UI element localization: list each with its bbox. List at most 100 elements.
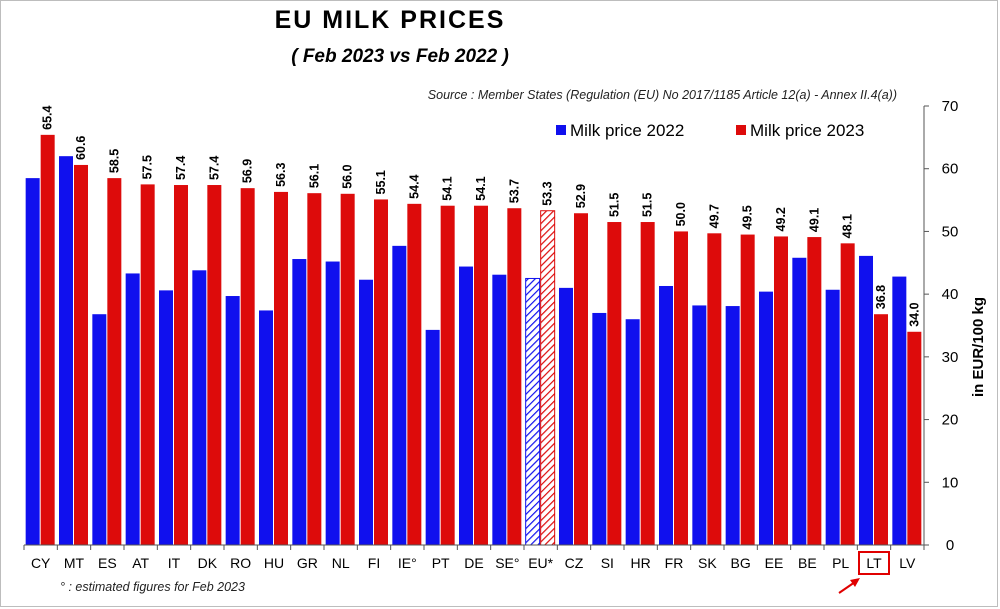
category-label-PL: PL bbox=[832, 555, 849, 571]
data-label-2023-FR: 50.0 bbox=[674, 202, 688, 226]
bar-2023-DE bbox=[474, 205, 488, 546]
y-tick-label: 0 bbox=[946, 537, 954, 554]
bar-2023-CY bbox=[40, 134, 55, 545]
data-label-2023-DK: 57.4 bbox=[207, 156, 221, 180]
category-label-FI: FI bbox=[368, 555, 380, 571]
data-label-2023-IT: 57.4 bbox=[174, 156, 188, 180]
bar-2022-BE bbox=[792, 257, 807, 545]
y-tick-label: 70 bbox=[942, 98, 959, 115]
highlight-marker bbox=[838, 551, 890, 594]
bar-2023-LV bbox=[907, 331, 922, 545]
bar-2022-RO bbox=[225, 296, 240, 545]
y-tick-label: 10 bbox=[942, 474, 959, 491]
bar-2022-HU bbox=[259, 310, 273, 545]
bar-2022-IT bbox=[159, 290, 173, 545]
category-label-HU: HU bbox=[264, 555, 284, 571]
data-label-2023-RO: 56.9 bbox=[241, 159, 255, 183]
bar-2023-MT bbox=[74, 164, 88, 546]
bar-2023-PT bbox=[440, 205, 455, 546]
y-tick-label: 50 bbox=[942, 223, 959, 240]
legend-swatch-2022 bbox=[556, 125, 566, 135]
bar-2022-HR bbox=[625, 319, 640, 545]
bar-2023-CZ bbox=[574, 213, 588, 545]
bar-2023-BG bbox=[740, 234, 755, 546]
bar-2022-LT bbox=[859, 255, 873, 545]
data-label-2023-NL: 56.0 bbox=[341, 164, 355, 188]
axes-layer: 0 10 20 30 40 50 60 70 bbox=[23, 98, 959, 554]
y-tick-label: 60 bbox=[942, 161, 959, 178]
y-axis-title: in EUR/100 kg bbox=[970, 297, 987, 397]
category-label-FR: FR bbox=[665, 555, 684, 571]
bar-2022-DE bbox=[459, 266, 473, 545]
bar-2022-SK bbox=[692, 305, 707, 545]
category-label-CY: CY bbox=[31, 555, 51, 571]
data-label-2023-EU*: 53.3 bbox=[541, 181, 555, 205]
bar-2022-BG bbox=[725, 306, 740, 545]
category-label-IT: IT bbox=[168, 555, 181, 571]
data-label-2023-PL: 48.1 bbox=[841, 214, 855, 238]
bar-2022-CZ bbox=[559, 287, 573, 545]
bar-2022-DK bbox=[192, 270, 207, 545]
data-label-2023-SK: 49.7 bbox=[707, 204, 721, 228]
bar-2023-EE bbox=[774, 236, 788, 545]
category-label-BG: BG bbox=[731, 555, 751, 571]
bar-2022-EU* bbox=[525, 277, 541, 546]
bar-2023-IT bbox=[174, 185, 188, 545]
bar-2022-CY bbox=[25, 178, 40, 545]
category-label-PT: PT bbox=[432, 555, 450, 571]
bar-2023-EU* bbox=[540, 210, 556, 546]
category-label-RO: RO bbox=[230, 555, 251, 571]
category-label-IE°: IE° bbox=[398, 555, 417, 571]
data-label-2023-FI: 55.1 bbox=[374, 170, 388, 194]
category-label-SK: SK bbox=[698, 555, 717, 571]
data-label-2023-SE°: 53.7 bbox=[507, 179, 521, 203]
category-label-NL: NL bbox=[332, 555, 350, 571]
category-label-GR: GR bbox=[297, 555, 318, 571]
bar-2022-LV bbox=[892, 276, 907, 545]
footnote: ° : estimated figures for Feb 2023 bbox=[60, 580, 245, 594]
bar-2023-SE° bbox=[507, 208, 522, 545]
bar-2023-BE bbox=[807, 237, 822, 545]
bar-2022-NL bbox=[325, 261, 340, 545]
bar-2022-SE° bbox=[492, 274, 507, 545]
bar-2023-LT bbox=[874, 314, 888, 545]
bar-2023-SK bbox=[707, 233, 722, 545]
legend-label-2023: Milk price 2023 bbox=[750, 121, 864, 140]
y-tick-label: 20 bbox=[942, 412, 959, 429]
data-label-2023-IE°: 54.4 bbox=[407, 174, 421, 198]
category-label-AT: AT bbox=[132, 555, 149, 571]
bar-2022-FI bbox=[359, 279, 373, 545]
chart-title: EU MILK PRICES bbox=[274, 6, 506, 34]
category-label-LT: LT bbox=[866, 555, 882, 571]
bar-2023-ES bbox=[107, 178, 122, 545]
data-label-2023-GR: 56.1 bbox=[307, 164, 321, 188]
y-tick-label: 30 bbox=[942, 349, 959, 366]
data-label-2023-LT: 36.8 bbox=[874, 285, 888, 309]
bar-2022-AT bbox=[125, 273, 140, 545]
bar-2023-DK bbox=[207, 185, 222, 545]
bar-2023-FR bbox=[674, 231, 688, 545]
bar-2023-NL bbox=[340, 193, 355, 546]
category-label-DE: DE bbox=[464, 555, 483, 571]
legend-swatch-2023 bbox=[736, 125, 746, 135]
category-label-MT: MT bbox=[64, 555, 85, 571]
legend: Milk price 2022 Milk price 2023 bbox=[556, 121, 864, 140]
category-label-DK: DK bbox=[198, 555, 218, 571]
bar-2023-HU bbox=[274, 191, 288, 545]
category-label-SE°: SE° bbox=[495, 555, 519, 571]
y-tick-label: 40 bbox=[942, 286, 959, 303]
category-label-EE: EE bbox=[765, 555, 784, 571]
bar-2023-AT bbox=[140, 184, 155, 545]
bar-2023-GR bbox=[307, 193, 322, 545]
bar-2022-PL bbox=[825, 289, 840, 545]
legend-label-2022: Milk price 2022 bbox=[570, 121, 684, 140]
data-label-2023-CZ: 52.9 bbox=[574, 184, 588, 208]
chart-subtitle: ( Feb 2023 vs Feb 2022 ) bbox=[291, 46, 509, 67]
category-label-CZ: CZ bbox=[565, 555, 584, 571]
data-label-2023-DE: 54.1 bbox=[474, 176, 488, 200]
highlight-arrow-head bbox=[850, 578, 860, 587]
source-note: Source : Member States (Regulation (EU) … bbox=[427, 88, 897, 102]
category-label-ES: ES bbox=[98, 555, 117, 571]
category-label-HR: HR bbox=[631, 555, 651, 571]
